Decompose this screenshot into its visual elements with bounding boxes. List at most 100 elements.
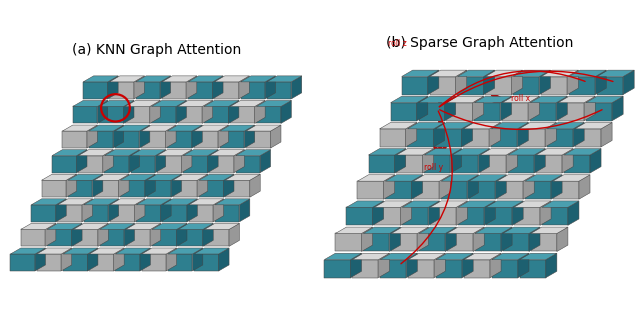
- Polygon shape: [113, 125, 124, 148]
- Polygon shape: [408, 253, 445, 260]
- Polygon shape: [82, 199, 92, 222]
- Polygon shape: [31, 205, 56, 222]
- Polygon shape: [152, 229, 177, 246]
- Polygon shape: [364, 227, 401, 234]
- Polygon shape: [469, 181, 495, 199]
- Polygon shape: [214, 82, 239, 99]
- Polygon shape: [346, 201, 383, 207]
- Polygon shape: [197, 174, 208, 197]
- Polygon shape: [98, 223, 108, 246]
- Polygon shape: [501, 227, 512, 252]
- Polygon shape: [551, 175, 562, 199]
- Polygon shape: [479, 149, 490, 173]
- Polygon shape: [463, 122, 500, 129]
- Polygon shape: [77, 150, 87, 173]
- Polygon shape: [506, 149, 517, 173]
- Polygon shape: [83, 76, 118, 82]
- Polygon shape: [474, 103, 500, 121]
- Polygon shape: [236, 150, 271, 156]
- Polygon shape: [503, 227, 540, 234]
- Polygon shape: [192, 125, 202, 148]
- Polygon shape: [553, 181, 579, 199]
- Polygon shape: [74, 229, 98, 246]
- Polygon shape: [523, 175, 534, 199]
- Polygon shape: [385, 181, 412, 199]
- Polygon shape: [529, 227, 540, 252]
- Polygon shape: [136, 199, 171, 205]
- Polygon shape: [518, 253, 529, 278]
- Polygon shape: [601, 122, 612, 147]
- Polygon shape: [358, 175, 395, 181]
- Polygon shape: [204, 100, 239, 106]
- Polygon shape: [413, 175, 451, 181]
- Polygon shape: [430, 207, 456, 225]
- Polygon shape: [281, 100, 291, 124]
- Polygon shape: [104, 156, 129, 173]
- Title: (b) Sparse Graph Attention: (b) Sparse Graph Attention: [387, 36, 573, 50]
- Polygon shape: [47, 223, 82, 229]
- Polygon shape: [208, 150, 218, 173]
- Polygon shape: [484, 201, 495, 225]
- Polygon shape: [215, 205, 239, 222]
- Polygon shape: [545, 122, 556, 147]
- Polygon shape: [193, 131, 218, 148]
- Polygon shape: [525, 181, 551, 199]
- Polygon shape: [188, 76, 223, 82]
- Polygon shape: [497, 181, 523, 199]
- Polygon shape: [182, 150, 192, 173]
- Polygon shape: [500, 96, 511, 121]
- Polygon shape: [88, 248, 98, 271]
- Polygon shape: [534, 149, 545, 173]
- Polygon shape: [214, 76, 250, 82]
- Polygon shape: [530, 103, 556, 121]
- Polygon shape: [492, 253, 529, 260]
- Polygon shape: [513, 70, 550, 76]
- Polygon shape: [141, 248, 177, 254]
- Polygon shape: [519, 122, 556, 129]
- Polygon shape: [396, 155, 422, 173]
- Polygon shape: [100, 223, 134, 229]
- Polygon shape: [536, 149, 573, 155]
- Polygon shape: [547, 129, 573, 147]
- Polygon shape: [536, 155, 562, 173]
- Polygon shape: [84, 199, 118, 205]
- Polygon shape: [351, 253, 362, 278]
- Polygon shape: [88, 131, 113, 148]
- Polygon shape: [428, 70, 439, 94]
- Polygon shape: [380, 253, 417, 260]
- Polygon shape: [166, 248, 177, 271]
- Polygon shape: [520, 260, 546, 278]
- Polygon shape: [52, 156, 77, 173]
- Polygon shape: [406, 253, 417, 278]
- Polygon shape: [291, 76, 301, 99]
- Polygon shape: [597, 70, 634, 76]
- Polygon shape: [569, 76, 595, 94]
- Polygon shape: [497, 175, 534, 181]
- Polygon shape: [126, 229, 150, 246]
- Polygon shape: [458, 76, 484, 94]
- Polygon shape: [374, 207, 401, 225]
- Polygon shape: [567, 70, 579, 94]
- Polygon shape: [188, 82, 212, 99]
- Polygon shape: [84, 205, 108, 222]
- Polygon shape: [568, 201, 579, 225]
- Polygon shape: [514, 207, 540, 225]
- Polygon shape: [68, 174, 103, 180]
- Polygon shape: [597, 76, 623, 94]
- Polygon shape: [434, 122, 445, 147]
- Polygon shape: [267, 82, 291, 99]
- Polygon shape: [452, 155, 479, 173]
- Polygon shape: [374, 201, 412, 207]
- Polygon shape: [183, 156, 208, 173]
- Polygon shape: [147, 180, 171, 197]
- Polygon shape: [118, 174, 129, 197]
- Polygon shape: [491, 129, 517, 147]
- Polygon shape: [31, 199, 66, 205]
- Polygon shape: [412, 175, 422, 199]
- Polygon shape: [241, 76, 275, 82]
- Polygon shape: [467, 175, 479, 199]
- Polygon shape: [136, 76, 171, 82]
- Polygon shape: [502, 103, 529, 121]
- Polygon shape: [408, 122, 445, 129]
- Polygon shape: [403, 207, 428, 225]
